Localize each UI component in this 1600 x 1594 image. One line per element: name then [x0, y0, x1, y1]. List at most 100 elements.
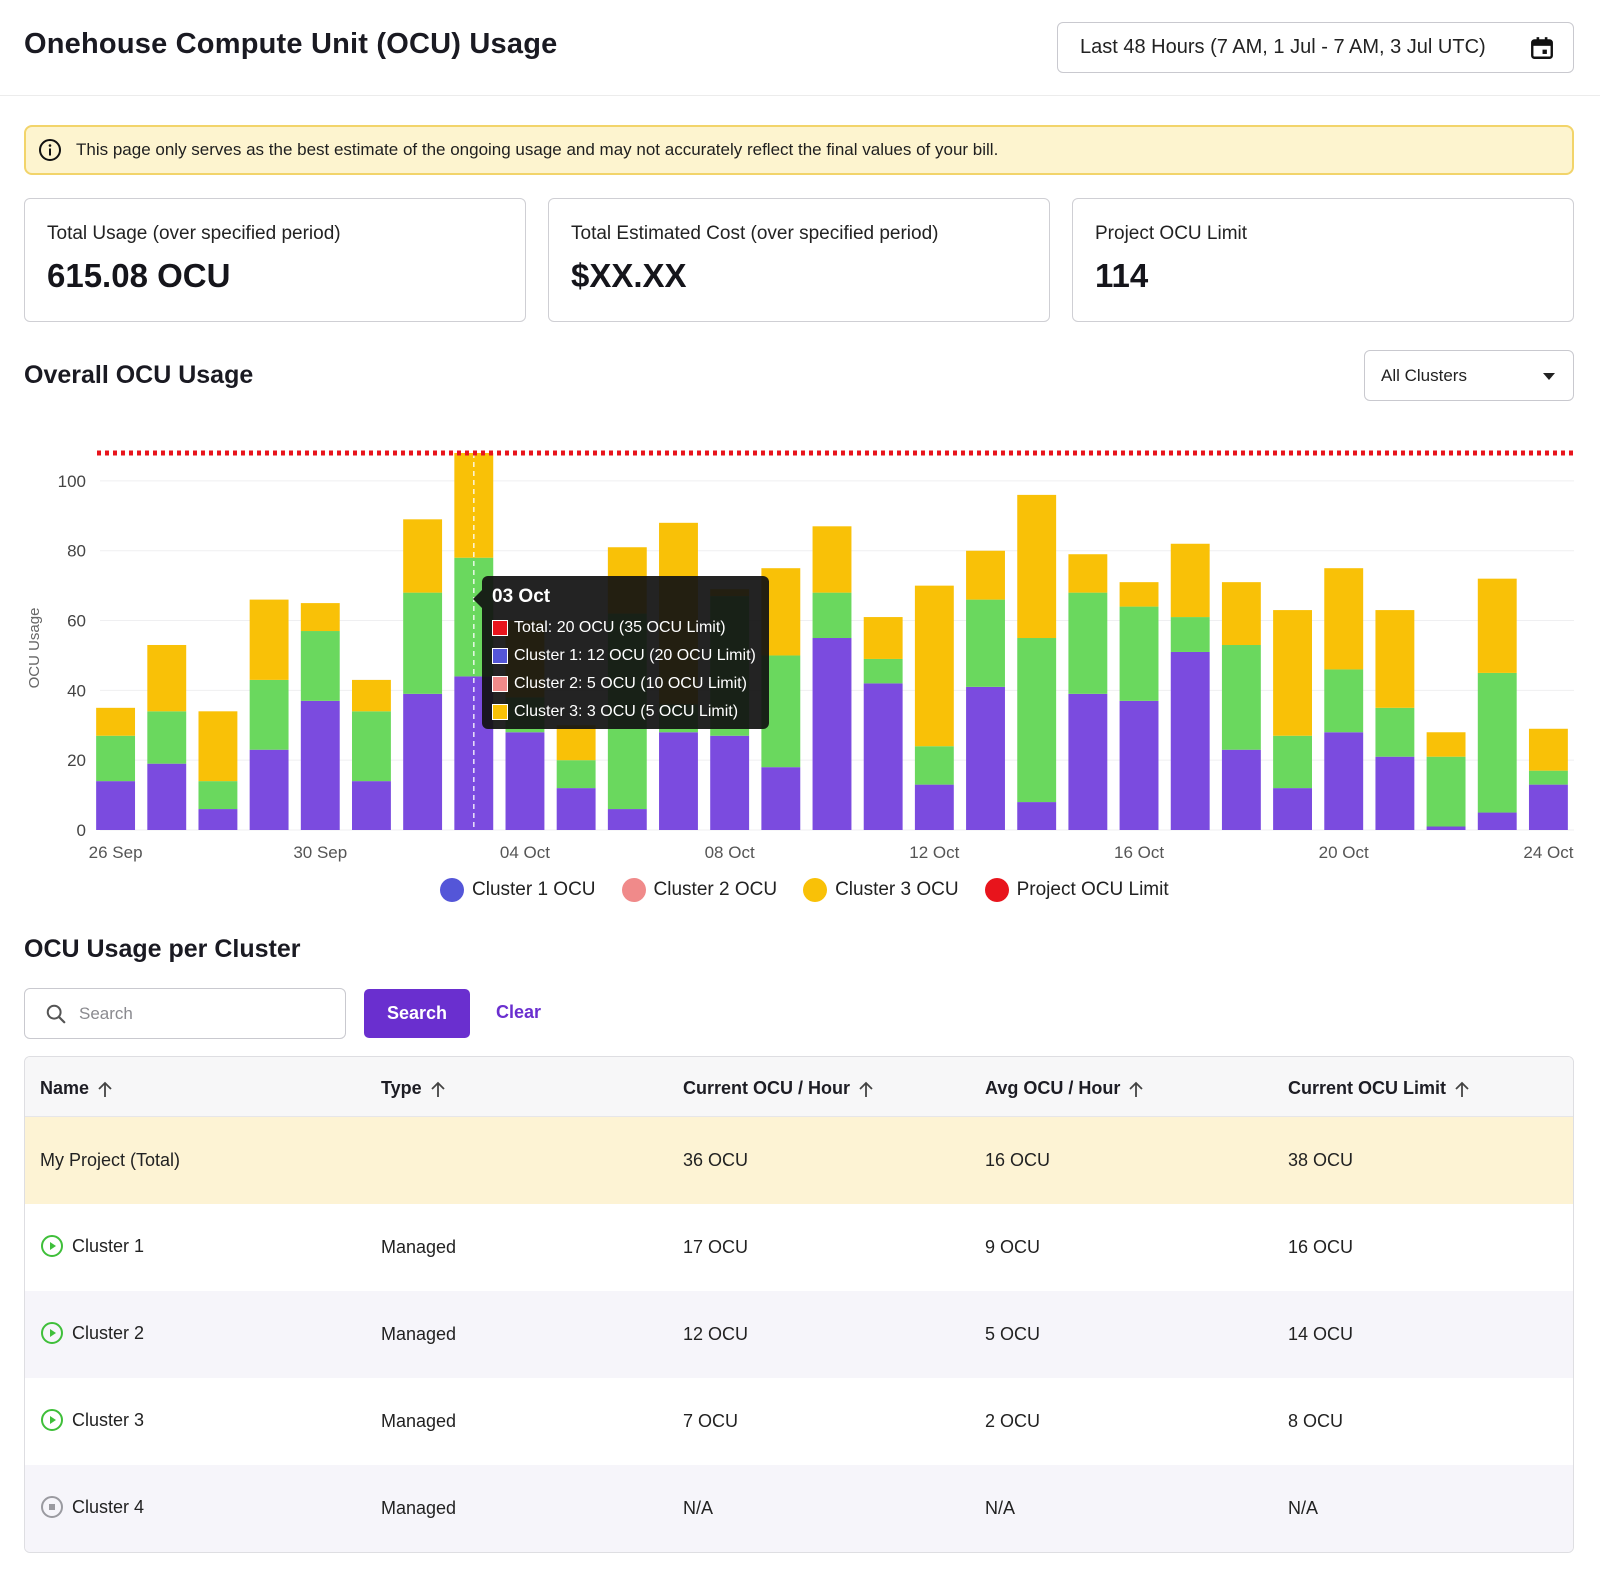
date-range-picker[interactable]: Last 48 Hours (7 AM, 1 Jul - 7 AM, 3 Jul…: [1057, 22, 1574, 73]
bar-segment-cluster-3: [198, 711, 238, 782]
stopped-status-icon: [41, 1496, 63, 1518]
running-status-icon: [41, 1409, 63, 1431]
bar-segment-cluster-1: [659, 732, 698, 830]
column-header-type[interactable]: Type: [381, 1078, 446, 1099]
clear-link[interactable]: Clear: [496, 1002, 542, 1022]
cluster-name: Cluster 3: [72, 1409, 145, 1430]
running-status-icon: [41, 1322, 63, 1344]
bar-segment-cluster-1: [249, 749, 289, 830]
bar-segment-cluster-1: [198, 809, 238, 830]
bar-segment-cluster-2: [1119, 606, 1159, 701]
bar-segment-cluster-2: [863, 658, 903, 684]
sort-arrow-up-icon: [1129, 1081, 1143, 1097]
cell-avg: 16 OCU: [985, 1150, 1051, 1170]
bar-segment-cluster-3: [1528, 728, 1568, 771]
bar-segment-cluster-3: [403, 519, 443, 593]
tooltip-swatch: [492, 648, 508, 664]
bar-segment-cluster-3: [1221, 582, 1261, 645]
table-header-row: Name Type Current OCU / Hour Avg OCU / H…: [25, 1057, 1573, 1117]
bar-segment-cluster-2: [812, 592, 852, 639]
bar-segment-cluster-3: [1375, 610, 1415, 708]
cluster-name: Cluster 1: [72, 1235, 145, 1256]
cluster-link[interactable]: Cluster 3: [40, 1408, 144, 1432]
y-axis-label: OCU Usage: [26, 608, 43, 689]
legend-label: Cluster 3 OCU: [835, 879, 959, 900]
bar-segment-cluster-1: [1426, 826, 1466, 830]
card-value: $XX.XX: [571, 257, 687, 294]
bar-segment-cluster-3: [249, 599, 289, 680]
bar-segment-cluster-3: [863, 617, 903, 659]
bar-segment-cluster-1: [812, 638, 852, 830]
y-tick-label: 0: [77, 821, 86, 840]
bar-segment-cluster-1: [556, 788, 596, 830]
legend-item-cluster-2[interactable]: Cluster 2 OCU: [621, 878, 777, 902]
search-field[interactable]: [24, 988, 346, 1039]
cell-avg: 9 OCU: [985, 1237, 1041, 1257]
bar-segment-cluster-2: [1221, 644, 1261, 750]
legend-item-project-limit[interactable]: Project OCU Limit: [984, 878, 1169, 902]
legend-label: Cluster 1 OCU: [472, 879, 596, 900]
bar-segment-cluster-3: [1119, 582, 1159, 607]
legend-item-cluster-3[interactable]: Cluster 3 OCU: [803, 878, 959, 902]
calendar-icon: [1531, 37, 1553, 59]
x-tick-label: 26 Sep: [89, 843, 143, 862]
bar-segment-cluster-1: [1170, 651, 1210, 830]
bar-segment-cluster-3: [1477, 578, 1517, 673]
bar-segment-cluster-1: [96, 781, 136, 830]
cluster-link[interactable]: Cluster 1: [40, 1234, 144, 1258]
bar-segment-cluster-3: [914, 585, 954, 747]
chart-tooltip: 03 Oct Total: 20 OCU (35 OCU Limit) Clus…: [473, 576, 769, 729]
legend-swatch: [803, 878, 828, 902]
bar-segment-cluster-2: [556, 760, 596, 789]
cluster-link[interactable]: Cluster 4: [40, 1495, 144, 1519]
cell-current: 12 OCU: [683, 1324, 749, 1344]
x-tick-label: 24 Oct: [1523, 843, 1573, 862]
cell-limit: N/A: [1288, 1498, 1319, 1518]
search-input[interactable]: [79, 999, 329, 1029]
tooltip-row-cluster-3: Cluster 3: 3 OCU (5 OCU Limit): [490, 698, 761, 726]
bar-segment-cluster-1: [607, 809, 647, 830]
bar-segment-cluster-1: [1119, 700, 1159, 830]
column-label: Type: [381, 1078, 422, 1098]
column-label: Avg OCU / Hour: [985, 1078, 1121, 1098]
cell-type: Managed: [381, 1324, 457, 1344]
sort-arrow-up-icon: [431, 1081, 445, 1097]
sort-arrow-up-icon: [98, 1081, 112, 1097]
cell-current: 17 OCU: [683, 1237, 749, 1257]
chevron-down-icon: [1543, 373, 1555, 380]
cell-avg: 5 OCU: [985, 1324, 1041, 1344]
tooltip-text: Total: 20 OCU (35 OCU Limit): [514, 619, 726, 636]
bar-segment-cluster-1: [1324, 732, 1364, 830]
bar-segment-cluster-3: [147, 644, 187, 712]
bar-segment-cluster-2: [198, 781, 238, 810]
column-header-current-ocu[interactable]: Current OCU / Hour: [683, 1078, 874, 1099]
bar-segment-cluster-1: [914, 784, 954, 830]
running-status-icon: [41, 1235, 63, 1257]
bar-segment-cluster-1: [863, 683, 903, 830]
cell-current: 7 OCU: [683, 1411, 739, 1431]
bar-segment-cluster-2: [96, 735, 136, 782]
legend-swatch: [440, 878, 464, 902]
cell-avg: N/A: [985, 1498, 1016, 1518]
x-tick-label: 12 Oct: [909, 843, 959, 862]
bar-segment-cluster-2: [1017, 638, 1057, 803]
bar-segment-cluster-1: [1068, 693, 1108, 830]
cell-type: Managed: [381, 1498, 457, 1518]
bar-segment-cluster-2: [300, 631, 340, 701]
column-label: Name: [40, 1078, 90, 1098]
search-icon: [46, 1004, 66, 1024]
column-header-avg-ocu[interactable]: Avg OCU / Hour: [985, 1078, 1144, 1099]
cell-limit: 16 OCU: [1288, 1237, 1354, 1257]
bar-segment-cluster-1: [505, 732, 545, 830]
column-header-ocu-limit[interactable]: Current OCU Limit: [1288, 1078, 1470, 1099]
bar-segment-cluster-1: [1477, 812, 1517, 830]
cluster-filter-select[interactable]: All Clusters: [1364, 350, 1574, 401]
cell-current: 36 OCU: [683, 1150, 749, 1170]
tooltip-row-cluster-2: Cluster 2: 5 OCU (10 OCU Limit): [490, 670, 761, 698]
bar-segment-cluster-2: [914, 746, 954, 785]
column-header-name[interactable]: Name: [40, 1078, 113, 1099]
cluster-link[interactable]: Cluster 2: [40, 1321, 144, 1345]
legend-item-cluster-1[interactable]: Cluster 1 OCU: [440, 878, 596, 902]
search-button[interactable]: Search: [364, 989, 470, 1038]
bar-segment-cluster-2: [1273, 735, 1312, 789]
